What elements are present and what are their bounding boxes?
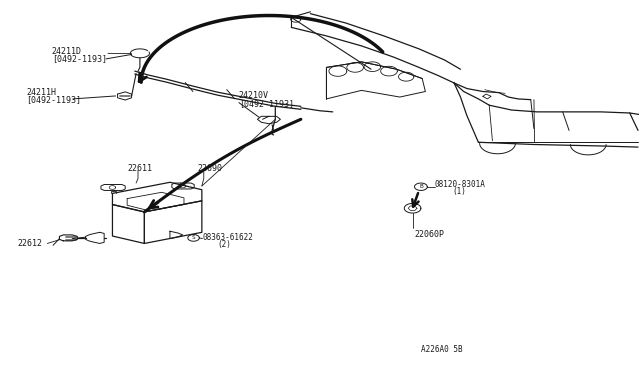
Text: 22612: 22612	[17, 239, 42, 248]
Text: B: B	[419, 184, 423, 189]
Text: (2): (2)	[218, 240, 232, 249]
Text: 08120-8301A: 08120-8301A	[435, 180, 486, 189]
Text: 08363-61622: 08363-61622	[202, 232, 253, 242]
Text: 22060P: 22060P	[415, 230, 445, 240]
Text: 22611: 22611	[127, 164, 152, 173]
Text: 22690: 22690	[197, 164, 222, 173]
Text: 24211H: 24211H	[26, 88, 56, 97]
Text: 24210V: 24210V	[239, 92, 269, 100]
Text: A226A0 5B: A226A0 5B	[421, 345, 463, 354]
Text: (1): (1)	[453, 187, 467, 196]
Text: S: S	[192, 235, 195, 240]
Text: [0492-1193]: [0492-1193]	[52, 54, 107, 63]
Text: 24211D: 24211D	[52, 47, 82, 56]
Text: [0492-1193]: [0492-1193]	[239, 99, 294, 108]
Text: [0492-1193]: [0492-1193]	[26, 96, 81, 105]
